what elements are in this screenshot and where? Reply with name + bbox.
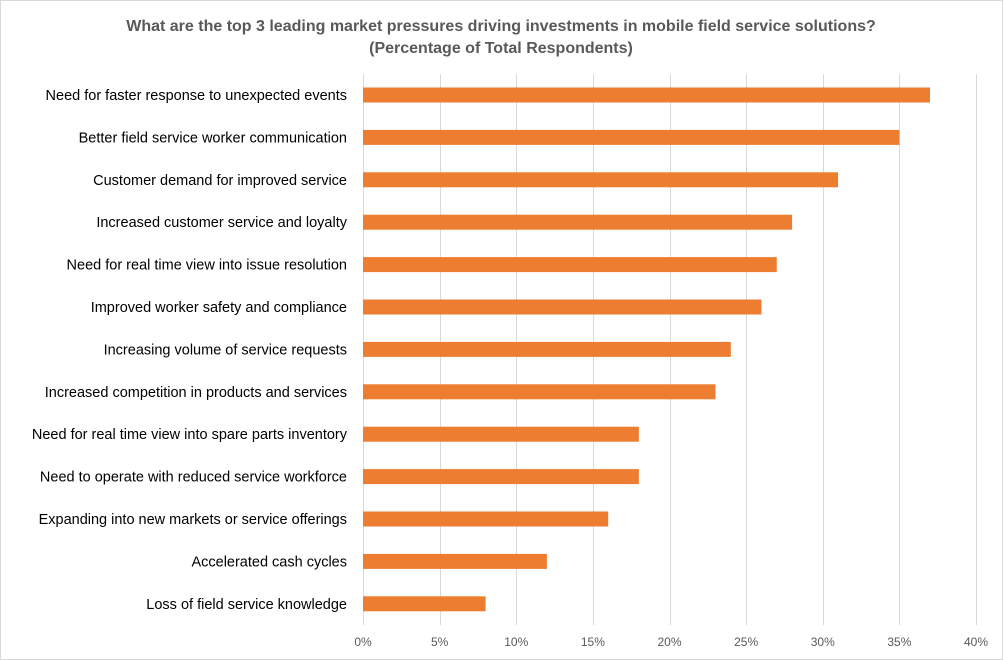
bar-5 — [363, 299, 762, 315]
bar-1 — [363, 129, 900, 145]
bar-0 — [363, 87, 931, 103]
category-label-4: Need for real time view into issue resol… — [67, 258, 347, 274]
category-label-1: Better field service worker communicatio… — [79, 130, 347, 146]
x-tick-label: 40% — [964, 635, 988, 649]
x-tick-label: 10% — [504, 635, 528, 649]
category-label-7: Increased competition in products and se… — [45, 385, 347, 401]
bar-12 — [363, 596, 486, 612]
x-tick-label: 35% — [887, 635, 911, 649]
x-axis-tick-labels: 0% 5% 10% 15% 20% 25% 30% 35% 40% — [354, 635, 988, 649]
category-label-2: Customer demand for improved service — [93, 173, 347, 189]
category-label-10: Expanding into new markets or service of… — [39, 512, 347, 528]
bar-6 — [363, 341, 731, 357]
category-label-12: Loss of field service knowledge — [146, 597, 347, 613]
bar-9 — [363, 469, 639, 485]
bar-11 — [363, 553, 547, 569]
bar-3 — [363, 214, 793, 230]
bar-2 — [363, 172, 839, 188]
x-tick-label: 30% — [811, 635, 835, 649]
category-label-9: Need to operate with reduced service wor… — [40, 470, 347, 486]
bars — [363, 87, 931, 612]
x-tick-label: 20% — [657, 635, 681, 649]
category-label-5: Improved worker safety and compliance — [91, 300, 347, 316]
x-tick-label: 15% — [581, 635, 605, 649]
bar-7 — [363, 384, 716, 400]
category-label-11: Accelerated cash cycles — [191, 554, 347, 570]
bar-10 — [363, 511, 609, 527]
bar-8 — [363, 426, 639, 442]
category-label-8: Need for real time view into spare parts… — [32, 427, 348, 443]
chart-title: What are the top 3 leading market pressu… — [126, 18, 876, 35]
category-label-0: Need for faster response to unexpected e… — [46, 88, 347, 104]
category-label-6: Increasing volume of service requests — [104, 342, 347, 358]
x-tick-label: 5% — [431, 635, 449, 649]
x-tick-label: 0% — [354, 635, 372, 649]
category-labels: Need for faster response to unexpected e… — [32, 88, 348, 613]
x-tick-label: 25% — [734, 635, 758, 649]
bar-4 — [363, 257, 777, 273]
category-label-3: Increased customer service and loyalty — [96, 215, 347, 231]
chart-subtitle: (Percentage of Total Respondents) — [369, 40, 633, 57]
